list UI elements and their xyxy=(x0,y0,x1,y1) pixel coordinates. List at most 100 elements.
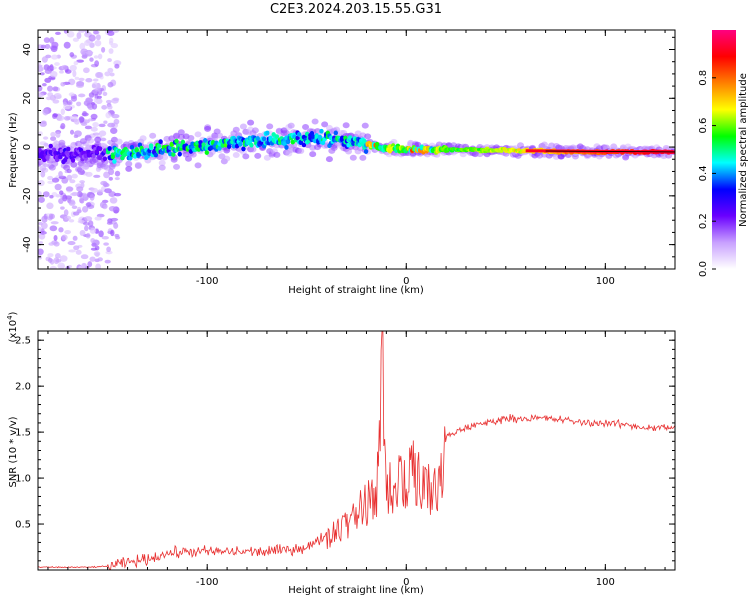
spectrogram-noise-blob xyxy=(108,48,114,54)
spectrogram-noise-blob xyxy=(108,176,113,181)
spectrogram-halo-blob xyxy=(321,121,329,128)
spectrogram-halo-blob xyxy=(158,159,166,166)
spectrogram-core-blob xyxy=(201,142,206,148)
spectrogram-noise-blob xyxy=(66,174,73,181)
spectrogram-noise-blob xyxy=(89,194,95,201)
spectrogram-noise-blob xyxy=(111,114,120,119)
spectrogram-x-tick-label: -100 xyxy=(196,276,219,287)
spectrogram-halo-blob xyxy=(342,122,350,129)
spectrogram-noise-blob xyxy=(91,83,97,89)
spectrogram-noise-blob xyxy=(52,113,58,118)
spectrogram-halo-blob xyxy=(249,146,257,153)
spectrogram-noise-blob xyxy=(69,52,75,58)
snr-y-tick-label: 1.5 xyxy=(15,428,31,439)
spectrogram-noise-blob xyxy=(49,195,54,199)
spectrogram-y-tick-label: 20 xyxy=(22,92,33,105)
spectrogram-noise-blob xyxy=(58,198,64,205)
spectrogram-noise-blob xyxy=(94,245,100,251)
spectrogram-halo-blob xyxy=(242,153,250,160)
spectrogram-noise-blob xyxy=(63,41,71,49)
spectrogram-noise-blob xyxy=(73,245,80,251)
spectrogram-noise-blob xyxy=(93,98,98,103)
spectrogram-noise-blob xyxy=(48,242,55,246)
spectrogram-noise-blob xyxy=(96,72,104,78)
spectrogram-noise-blob xyxy=(57,115,65,121)
spectrogram-noise-blob xyxy=(38,190,42,197)
spectrogram-noise-blob xyxy=(76,32,82,39)
spectrogram-noise-blob xyxy=(40,72,45,76)
spectrogram-core-blob xyxy=(375,141,380,147)
spectrogram-noise-blob xyxy=(68,92,75,97)
snr-x-axis-label: Height of straight line (km) xyxy=(288,585,424,596)
spectrogram-halo-blob xyxy=(232,152,240,159)
spectrogram-noise-blob xyxy=(113,209,119,214)
spectrogram-noise-blob xyxy=(71,205,78,209)
spectrogram-noise-blob xyxy=(98,130,107,137)
spectrogram-noise-blob xyxy=(90,187,98,193)
spectrogram-noise-blob xyxy=(83,67,90,74)
spectrogram-noise-blob xyxy=(62,194,68,202)
spectrogram-halo-blob xyxy=(263,154,271,161)
spectrogram-noise-blob xyxy=(48,213,54,220)
spectrogram-noise-blob xyxy=(55,259,62,263)
spectrogram-frame xyxy=(37,29,676,270)
spectrogram-noise-blob xyxy=(89,57,94,62)
spectrogram-noise-blob xyxy=(63,116,71,121)
spectrogram-noise-blob xyxy=(68,200,76,206)
spectrogram-halo-blob xyxy=(345,148,353,155)
spectrogram-noise-blob xyxy=(81,112,89,117)
spectrogram-halo-blob xyxy=(251,127,259,134)
spectrogram-halo-blob xyxy=(82,164,90,171)
spectrogram-core-blob xyxy=(363,149,369,154)
snr-axes: -100 0 100 0.5 1.0 1.5 2.0 2.5 xyxy=(15,331,675,588)
spectrogram-noise-blob xyxy=(76,209,82,214)
spectrogram-core-blob xyxy=(333,130,338,136)
spectrogram-core-blob xyxy=(317,134,323,140)
spectrogram-halo-blob xyxy=(75,166,83,173)
spectrogram-noise-blob xyxy=(110,127,118,134)
spectrogram-noise-blob xyxy=(60,108,66,115)
spectrogram-core-blob xyxy=(97,146,103,152)
spectrogram-noise-blob xyxy=(101,105,108,110)
spectrogram-noise-blob xyxy=(63,215,72,220)
spectrogram-core-blob xyxy=(226,144,232,149)
spectrogram-noise-blob xyxy=(109,72,115,77)
spectrogram-core-blob xyxy=(351,141,356,146)
spectrogram-halo-blob xyxy=(125,160,133,167)
spectrogram-core-blob xyxy=(301,142,307,148)
spectrogram-noise-blob xyxy=(59,70,64,74)
spectrogram-core-blob xyxy=(255,136,260,141)
spectrogram-core-blob xyxy=(171,152,176,157)
spectrogram-noise-blob xyxy=(81,206,89,213)
spectrogram-halo-blob xyxy=(194,162,202,169)
spectrogram-noise-blob xyxy=(51,177,60,183)
spectrogram-noise-blob xyxy=(114,177,120,181)
spectrogram-halo-blob xyxy=(390,138,398,145)
spectrogram-noise-blob xyxy=(92,78,99,82)
snr-y-tick-label: 1.0 xyxy=(15,474,31,485)
spectrogram-halo-blob xyxy=(287,122,295,129)
spectrogram-noise-blob xyxy=(50,136,57,141)
spectrogram-halo-blob xyxy=(273,151,281,158)
spectrogram-noise-blob xyxy=(93,30,100,35)
spectrogram-noise-blob xyxy=(106,104,113,110)
spectrogram-halo-blob xyxy=(87,137,95,144)
spectrogram-noise-blob xyxy=(108,205,117,212)
spectrogram-core-blob xyxy=(220,143,225,148)
spectrogram-noise-blob xyxy=(89,256,96,262)
colorbar-tick-label: 0.8 xyxy=(698,70,709,86)
spectrogram-noise-blob xyxy=(113,222,119,229)
snr-panel: -100 0 100 0.5 1.0 1.5 2.0 2.5 Height of straig… xyxy=(6,311,676,596)
spectrogram-core-blob xyxy=(180,139,186,145)
spectrogram-halo-blob xyxy=(134,161,142,168)
spectrogram-noise-blob xyxy=(76,186,84,192)
spectrogram-noise-blob xyxy=(49,265,57,269)
spectrogram-noise-blob xyxy=(53,235,58,242)
spectrogram-core-blob xyxy=(128,155,133,161)
colorbar-label: Normalized spectral amplitude xyxy=(738,73,749,227)
spectrogram-noise-blob xyxy=(103,242,109,246)
spectrogram-noise-blob xyxy=(90,126,98,132)
spectrogram-halo-blob xyxy=(194,131,202,138)
spectrogram-noise-blob xyxy=(63,65,68,70)
spectrogram-noise-blob xyxy=(76,59,84,63)
